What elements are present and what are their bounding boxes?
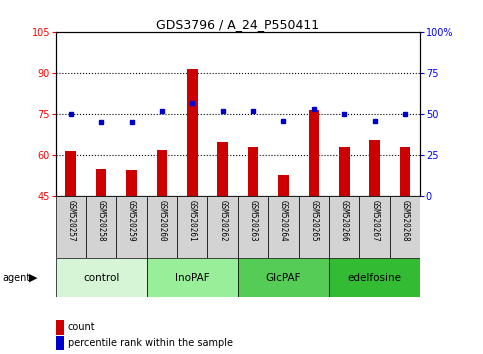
Bar [339,147,350,196]
Bar [56,258,147,297]
Bar [208,196,238,258]
Bar [390,196,420,258]
Bar [156,150,167,196]
Text: GSM520264: GSM520264 [279,200,288,241]
Bar [217,142,228,196]
Bar [298,196,329,258]
Text: GSM520265: GSM520265 [309,200,318,241]
Text: GSM520268: GSM520268 [400,200,410,241]
Bar [147,196,177,258]
Text: GSM520261: GSM520261 [188,200,197,241]
Bar [177,196,208,258]
Bar [56,196,86,258]
Text: control: control [83,273,119,283]
Bar [65,151,76,196]
Title: GDS3796 / A_24_P550411: GDS3796 / A_24_P550411 [156,18,319,31]
Bar [187,69,198,196]
Text: edelfosine: edelfosine [348,273,402,283]
Bar [126,170,137,196]
Bar [369,140,380,196]
Text: GSM520260: GSM520260 [157,200,167,241]
Text: GSM520257: GSM520257 [66,200,75,241]
Bar [238,196,268,258]
Bar [359,196,390,258]
Bar [116,196,147,258]
Bar [278,175,289,196]
Bar [400,147,411,196]
Bar [86,196,116,258]
Text: GSM520263: GSM520263 [249,200,257,241]
Text: GlcPAF: GlcPAF [266,273,301,283]
Bar [329,196,359,258]
Bar [329,258,420,297]
Bar [268,196,298,258]
Text: count: count [68,322,95,332]
Text: percentile rank within the sample: percentile rank within the sample [68,338,233,348]
Text: GSM520259: GSM520259 [127,200,136,241]
Text: GSM520266: GSM520266 [340,200,349,241]
Bar [309,110,319,196]
Text: agent: agent [2,273,30,283]
Text: GSM520262: GSM520262 [218,200,227,241]
Text: ▶: ▶ [29,273,38,283]
Bar [248,147,258,196]
Text: GSM520258: GSM520258 [97,200,106,241]
Bar [238,258,329,297]
Bar [96,169,106,196]
Text: GSM520267: GSM520267 [370,200,379,241]
Bar [147,258,238,297]
Text: InoPAF: InoPAF [175,273,210,283]
